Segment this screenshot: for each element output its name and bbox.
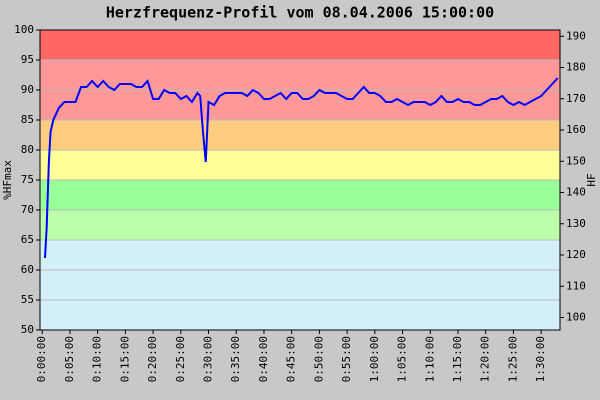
x-tick-label: 0:05:00 — [63, 336, 76, 382]
x-tick-label: 0:35:00 — [229, 336, 242, 382]
zone-band — [40, 120, 560, 150]
y2-tick-label: 110 — [566, 279, 586, 292]
y-axis-label: %HFmax — [1, 160, 14, 200]
y2-tick-label: 170 — [566, 92, 586, 105]
zone-band — [40, 210, 560, 240]
zone-band — [40, 30, 560, 60]
x-tick-label: 1:00:00 — [368, 336, 381, 382]
x-tick-label: 0:00:00 — [35, 336, 48, 382]
y-tick-label: 90 — [21, 83, 34, 96]
x-tick-label: 0:10:00 — [91, 336, 104, 382]
x-tick-label: 1:30:00 — [534, 336, 547, 382]
y2-tick-label: 160 — [566, 123, 586, 136]
y-tick-label: 55 — [21, 293, 34, 306]
y-tick-label: 95 — [21, 53, 34, 66]
y-tick-label: 80 — [21, 143, 34, 156]
y2-tick-label: 130 — [566, 217, 586, 230]
zone-band — [40, 150, 560, 180]
x-tick-label: 1:25:00 — [506, 336, 519, 382]
x-tick-label: 1:05:00 — [396, 336, 409, 382]
x-tick-label: 0:45:00 — [285, 336, 298, 382]
heart-rate-line — [43, 77, 559, 259]
y-tick-label: 65 — [21, 233, 34, 246]
y2-tick-label: 150 — [566, 154, 586, 167]
x-tick-label: 0:20:00 — [146, 336, 159, 382]
x-tick-label: 0:55:00 — [340, 336, 353, 382]
y2-tick-label: 180 — [566, 61, 586, 74]
zone-band — [40, 180, 560, 210]
y2-tick-label: 120 — [566, 248, 586, 261]
x-tick-label: 0:15:00 — [118, 336, 131, 382]
y-tick-label: 60 — [21, 263, 34, 276]
y-tick-label: 100 — [14, 23, 34, 36]
x-tick-label: 0:25:00 — [174, 336, 187, 382]
x-tick-label: 0:50:00 — [312, 336, 325, 382]
zone-band — [40, 240, 560, 330]
x-tick-label: 1:20:00 — [479, 336, 492, 382]
y-tick-label: 85 — [21, 113, 34, 126]
y2-axis-label: HF — [585, 173, 598, 186]
y-tick-label: 70 — [21, 203, 34, 216]
y2-tick-label: 140 — [566, 186, 586, 199]
y-tick-label: 75 — [21, 173, 34, 186]
x-tick-label: 1:15:00 — [451, 336, 464, 382]
y-tick-label: 50 — [21, 323, 34, 336]
y2-tick-label: 190 — [566, 29, 586, 42]
chart-title: Herzfrequenz-Profil vom 08.04.2006 15:00… — [106, 4, 494, 22]
plot-frame — [39, 29, 561, 331]
x-tick-label: 0:30:00 — [202, 336, 215, 382]
x-tick-label: 1:10:00 — [423, 336, 436, 382]
y2-tick-label: 100 — [566, 311, 586, 324]
x-tick-label: 0:40:00 — [257, 336, 270, 382]
